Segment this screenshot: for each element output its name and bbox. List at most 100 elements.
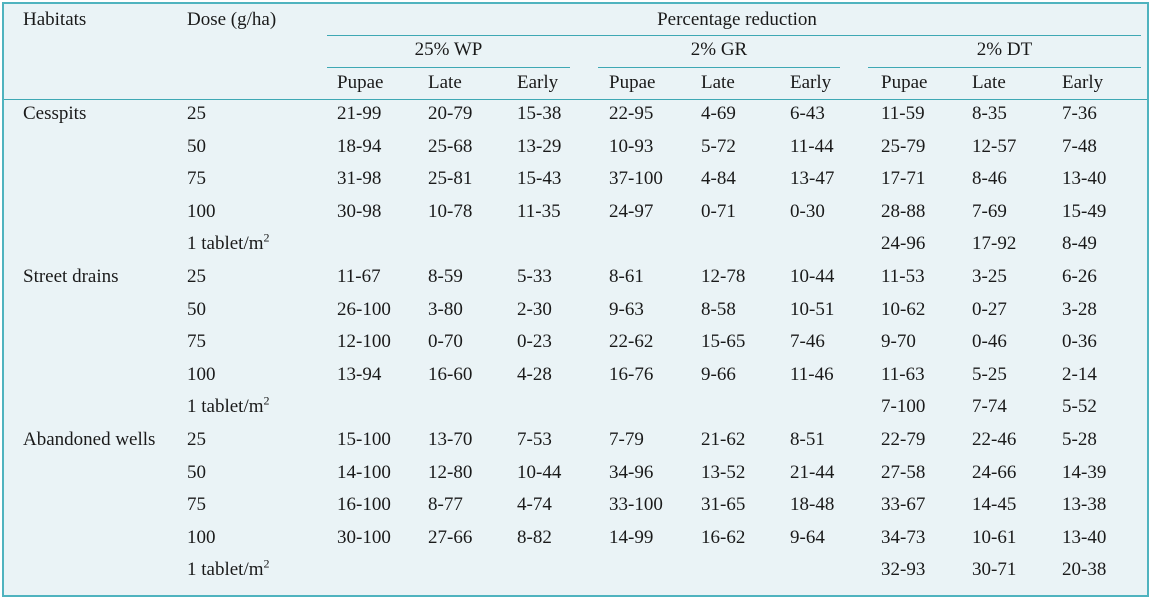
table-cell: 21-44 bbox=[790, 461, 835, 483]
table-cell: 33-100 bbox=[609, 494, 663, 516]
table-cell: 34-73 bbox=[881, 526, 926, 548]
table-cell: 8-35 bbox=[972, 103, 1007, 124]
header-group-1: 2% GR bbox=[690, 39, 748, 60]
table-cell: 14-45 bbox=[972, 494, 1017, 516]
table-cell: 7-46 bbox=[790, 331, 825, 353]
row-dose: 1 tablet/m2 bbox=[187, 394, 270, 418]
table-cell: 25-81 bbox=[428, 168, 473, 190]
header-group-rule-2 bbox=[868, 67, 1141, 68]
table-cell: 28-88 bbox=[881, 200, 926, 222]
table-cell: 17-92 bbox=[972, 233, 1017, 255]
table-cell: 5-33 bbox=[517, 266, 552, 287]
table-cell: 0-70 bbox=[428, 331, 463, 353]
header-percentage-reduction: Percentage reduction bbox=[657, 9, 817, 30]
table-cell: 22-79 bbox=[881, 429, 926, 450]
table-cell: 9-64 bbox=[790, 526, 825, 548]
table-cell: 15-49 bbox=[1062, 200, 1107, 222]
table-cell: 13-52 bbox=[701, 461, 746, 483]
dose-superscript: 2 bbox=[263, 394, 270, 409]
header-stage: Late bbox=[972, 72, 1006, 93]
table-cell: 20-79 bbox=[428, 103, 473, 124]
table-cell: 11-44 bbox=[790, 135, 834, 157]
table-cell: 10-44 bbox=[790, 266, 835, 287]
table-cell: 2-30 bbox=[517, 298, 552, 320]
table-cell: 8-51 bbox=[790, 429, 825, 450]
header-group-rule-1 bbox=[598, 67, 840, 68]
table-cell: 0-23 bbox=[517, 331, 552, 353]
row-dose: 100 bbox=[187, 363, 216, 385]
row-dose: 1 tablet/m2 bbox=[187, 557, 270, 581]
table-cell: 10-61 bbox=[972, 526, 1017, 548]
header-stage: Early bbox=[1062, 72, 1104, 93]
table-cell: 12-100 bbox=[337, 331, 391, 353]
table-cell: 0-71 bbox=[701, 200, 736, 222]
table-cell: 15-43 bbox=[517, 168, 562, 190]
table-cell: 0-46 bbox=[972, 331, 1007, 353]
table-cell: 20-38 bbox=[1062, 559, 1107, 581]
table-cell: 2-14 bbox=[1062, 363, 1097, 385]
row-dose: 50 bbox=[187, 135, 206, 157]
table-cell: 6-26 bbox=[1062, 266, 1097, 287]
table-cell: 5-72 bbox=[701, 135, 736, 157]
table-cell: 16-62 bbox=[701, 526, 746, 548]
table-cell: 10-44 bbox=[517, 461, 562, 483]
header-group-0: 25% WP bbox=[414, 39, 483, 60]
table-cell: 11-35 bbox=[517, 200, 561, 222]
table-cell: 12-80 bbox=[428, 461, 473, 483]
table-cell: 14-100 bbox=[337, 461, 391, 483]
table-cell: 15-65 bbox=[701, 331, 746, 353]
row-dose: 100 bbox=[187, 200, 216, 222]
row-dose: 50 bbox=[187, 461, 206, 483]
row-dose: 25 bbox=[187, 429, 206, 450]
header-stage: Early bbox=[790, 72, 832, 93]
header-rule-top bbox=[327, 35, 1141, 36]
table-cell: 8-77 bbox=[428, 494, 463, 516]
table-cell: 32-93 bbox=[881, 559, 926, 581]
header-stage: Pupae bbox=[881, 72, 928, 93]
table-cell: 37-100 bbox=[609, 168, 663, 190]
header-rule-bottom bbox=[4, 99, 1147, 100]
header-stage: Early bbox=[517, 72, 559, 93]
table-cell: 11-59 bbox=[881, 103, 925, 124]
table-cell: 25-68 bbox=[428, 135, 473, 157]
table-cell: 5-28 bbox=[1062, 429, 1097, 450]
header-stage: Late bbox=[428, 72, 462, 93]
table-cell: 9-63 bbox=[609, 298, 644, 320]
table-cell: 7-48 bbox=[1062, 135, 1097, 157]
header-group-2: 2% DT bbox=[976, 39, 1033, 60]
table-cell: 10-62 bbox=[881, 298, 926, 320]
row-dose: 75 bbox=[187, 168, 206, 190]
table-cell: 33-67 bbox=[881, 494, 926, 516]
table-cell: 8-46 bbox=[972, 168, 1007, 190]
table-cell: 13-29 bbox=[517, 135, 562, 157]
table-cell: 24-66 bbox=[972, 461, 1017, 483]
table-cell: 26-100 bbox=[337, 298, 391, 320]
table-cell: 4-74 bbox=[517, 494, 552, 516]
table-cell: 0-36 bbox=[1062, 331, 1097, 353]
table-cell: 8-82 bbox=[517, 526, 552, 548]
header-stage: Late bbox=[701, 72, 735, 93]
table-cell: 10-78 bbox=[428, 200, 473, 222]
table-cell: 30-71 bbox=[972, 559, 1017, 581]
table-cell: 11-67 bbox=[337, 266, 381, 287]
table-cell: 6-43 bbox=[790, 103, 825, 124]
table-cell: 7-53 bbox=[517, 429, 552, 450]
table-cell: 18-48 bbox=[790, 494, 835, 516]
table-cell: 12-57 bbox=[972, 135, 1017, 157]
table-cell: 31-65 bbox=[701, 494, 746, 516]
table-cell: 15-38 bbox=[517, 103, 562, 124]
table-cell: 14-99 bbox=[609, 526, 654, 548]
table-cell: 3-25 bbox=[972, 266, 1007, 287]
table-cell: 22-62 bbox=[609, 331, 654, 353]
row-dose: 75 bbox=[187, 331, 206, 353]
table-cell: 0-27 bbox=[972, 298, 1007, 320]
row-habitat: Street drains bbox=[23, 266, 119, 287]
table-cell: 4-28 bbox=[517, 363, 552, 385]
table-cell: 21-99 bbox=[337, 103, 382, 124]
table-cell: 10-51 bbox=[790, 298, 835, 320]
table-cell: 4-84 bbox=[701, 168, 736, 190]
row-dose: 25 bbox=[187, 103, 206, 124]
table-cell: 21-62 bbox=[701, 429, 746, 450]
table-cell: 30-100 bbox=[337, 526, 391, 548]
table-cell: 11-53 bbox=[881, 266, 925, 287]
